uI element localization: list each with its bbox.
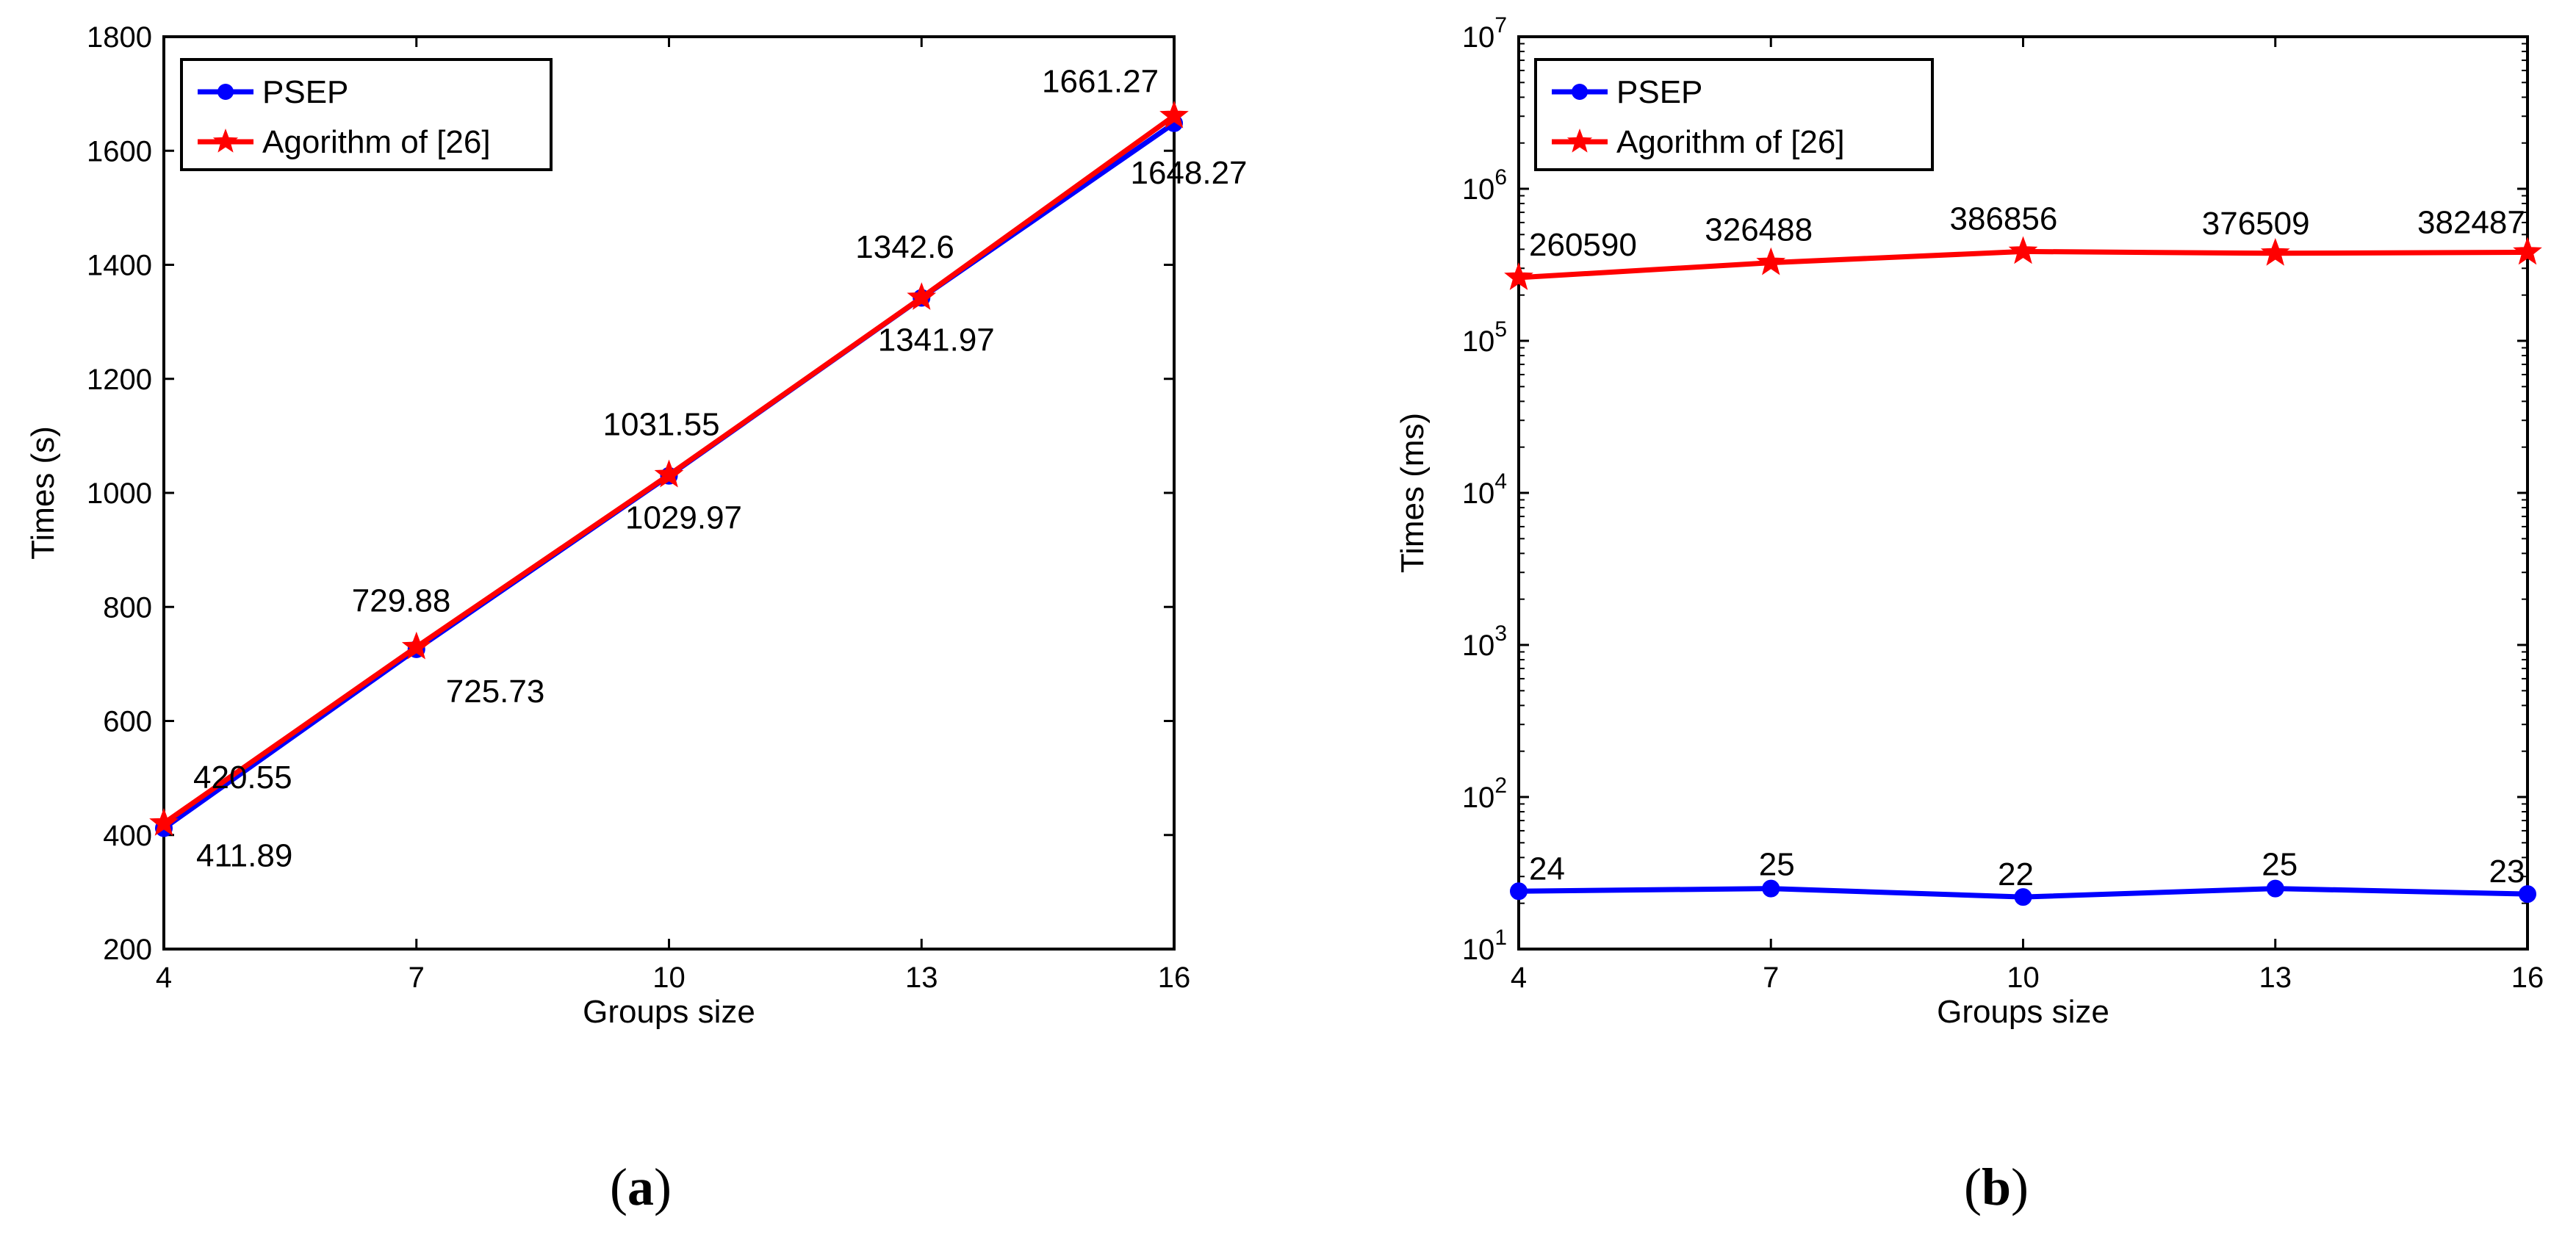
- y-tick-label: 105: [1462, 317, 1507, 358]
- y-tick-label: 102: [1462, 773, 1507, 814]
- data-label-psep: 25: [2262, 847, 2298, 883]
- y-tick-label: 800: [103, 591, 152, 624]
- data-label-psep: 1648.27: [1130, 155, 1247, 191]
- data-point-psep: [1762, 879, 1780, 898]
- panel-label-b: (b): [1964, 1158, 2029, 1216]
- data-label-psep: 1341.97: [878, 322, 995, 358]
- data-label-psep: 24: [1529, 851, 1565, 887]
- x-axis-label: Groups size: [583, 994, 755, 1030]
- data-point-psep: [2519, 885, 2536, 904]
- chart-a: 4 7 10 13 16 200 400 600 800 1000 1200 1400 1600 1800…: [25, 21, 1248, 1030]
- y-tick-label: 1000: [87, 477, 152, 510]
- x-tick-label: 16: [1158, 962, 1191, 994]
- y-tick-label: 1200: [87, 364, 152, 396]
- data-label-psep: 22: [1998, 856, 2034, 892]
- data-point-psep: [1510, 882, 1528, 901]
- y-tick-label: 600: [103, 706, 152, 738]
- x-tick-label: 7: [409, 962, 425, 994]
- data-label-algorithm: 386856: [1950, 201, 2058, 237]
- data-label-psep: 411.89: [196, 838, 292, 874]
- legend-marker-psep: [1572, 84, 1588, 100]
- y-tick-label: 103: [1462, 621, 1507, 662]
- y-tick-label: 1800: [87, 21, 152, 54]
- data-point-psep: [2014, 888, 2032, 906]
- data-point-algorithm: [2260, 237, 2290, 266]
- data-label-algorithm: 729.88: [352, 583, 451, 619]
- data-point-algorithm: [1504, 262, 1533, 290]
- data-point-psep: [2266, 879, 2284, 898]
- data-label-psep: 23: [2489, 854, 2525, 890]
- legend-box: [1534, 58, 1934, 171]
- data-point-algorithm: [1756, 247, 1786, 275]
- legend-box: [180, 58, 553, 171]
- y-tick-label: 400: [103, 820, 152, 852]
- x-tick-label: 7: [1763, 962, 1779, 994]
- legend-marker-algorithm: [212, 129, 239, 153]
- y-tick-label: 107: [1462, 13, 1507, 54]
- y-tick-label: 104: [1462, 469, 1507, 510]
- x-tick-label: 10: [652, 962, 686, 994]
- data-point-algorithm: [401, 631, 431, 660]
- y-tick-label: 1400: [87, 250, 152, 282]
- x-axis-label: Groups size: [1937, 994, 2109, 1030]
- data-point-algorithm: [2513, 237, 2542, 265]
- data-label-algorithm: 376509: [2202, 206, 2310, 242]
- data-point-algorithm: [149, 807, 179, 836]
- chart-b: 4 7 10 13 16 101 102 103 104 105 106 107 Groups size…: [1395, 13, 2544, 1030]
- x-tick-label: 16: [2511, 962, 2544, 994]
- y-axis-label: Times (s): [25, 426, 61, 560]
- y-tick-label: 1600: [87, 135, 152, 167]
- y-tick-label: 200: [103, 934, 152, 966]
- y-tick-label: 106: [1462, 165, 1507, 206]
- data-label-algorithm: 1661.27: [1042, 64, 1159, 100]
- data-label-algorithm: 260590: [1529, 227, 1637, 263]
- data-label-algorithm: 382487: [2417, 204, 2525, 240]
- data-label-psep: 25: [1759, 847, 1795, 883]
- data-label-algorithm: 1031.55: [603, 407, 720, 443]
- x-tick-label: 13: [905, 962, 938, 994]
- legend-label-psep: PSEP: [1616, 74, 1702, 110]
- x-tick-label: 10: [2007, 962, 2040, 994]
- x-tick-label: 4: [1511, 962, 1527, 994]
- legend-label-algorithm: Agorithm of [26]: [262, 124, 491, 160]
- y-axis-label: Times (ms): [1395, 413, 1431, 573]
- legend-label-psep: PSEP: [262, 74, 348, 110]
- x-tick-label: 13: [2259, 962, 2292, 994]
- legend-marker-algorithm: [1566, 129, 1593, 153]
- x-tick-label: 4: [156, 962, 172, 994]
- data-label-algorithm: 1342.6: [855, 229, 954, 265]
- data-point-algorithm: [654, 459, 684, 488]
- data-label-psep: 725.73: [446, 674, 545, 710]
- data-point-algorithm: [907, 282, 937, 310]
- data-label-algorithm: 420.55: [193, 760, 292, 796]
- legend-label-algorithm: Agorithm of [26]: [1616, 124, 1845, 160]
- data-label-psep: 1029.97: [625, 500, 742, 536]
- data-point-algorithm: [2008, 236, 2038, 264]
- data-point-algorithm: [1159, 100, 1189, 129]
- panel-label-a: (a): [610, 1158, 672, 1216]
- legend-marker-psep: [217, 84, 234, 100]
- data-label-algorithm: 326488: [1705, 212, 1813, 248]
- y-tick-label: 101: [1462, 926, 1507, 966]
